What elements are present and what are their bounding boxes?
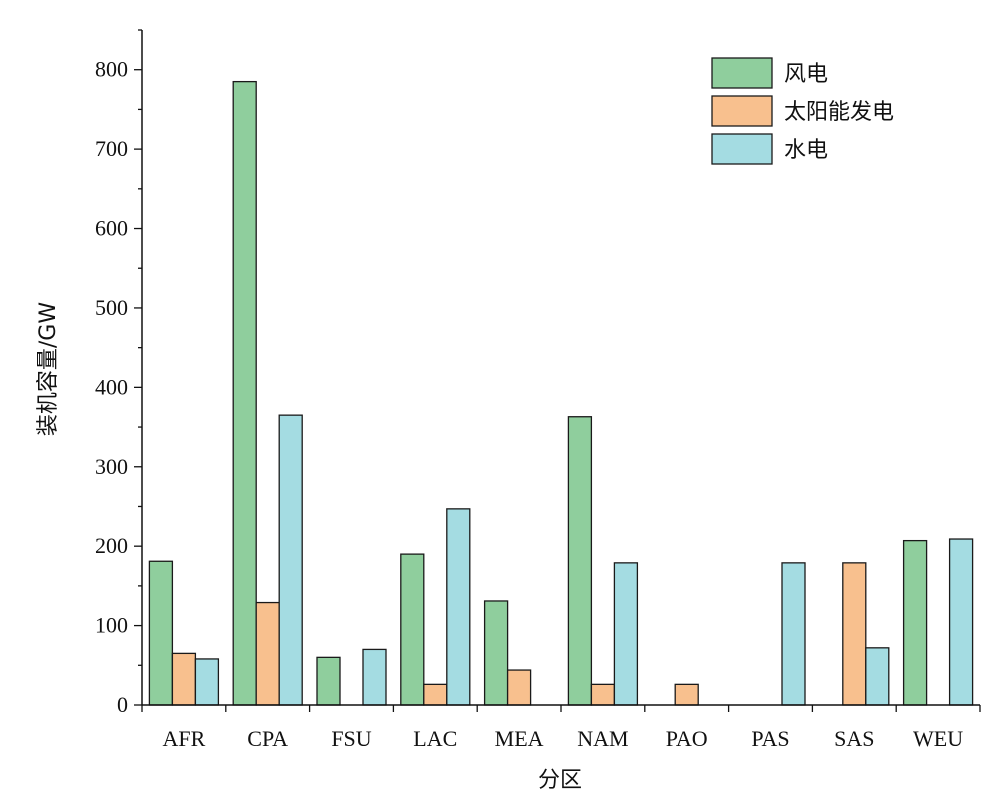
- bar-afr-series-1: [148, 560, 174, 706]
- bar-nam-series-1: [567, 416, 593, 706]
- x-tick-label-afr: AFR: [163, 726, 206, 751]
- bar-sas-series-2: [842, 562, 867, 706]
- y-tick-label: 100: [95, 613, 128, 638]
- y-tick-label: 400: [95, 374, 128, 399]
- x-tick-label-nam: NAM: [577, 726, 628, 751]
- bar-mea-series-2: [506, 669, 532, 706]
- y-tick-label: 800: [95, 57, 128, 82]
- bar-nam-series-3: [613, 562, 639, 706]
- bar-afr-series-3: [194, 658, 220, 706]
- x-tick-label-weu: WEU: [913, 726, 963, 751]
- bar-cpa-series-3: [278, 414, 303, 706]
- y-tick-label: 300: [95, 454, 128, 479]
- bar-nam-series-2: [590, 683, 616, 706]
- bar-cpa-series-2: [255, 601, 280, 706]
- y-tick-label: 200: [95, 533, 128, 558]
- legend-swatch-2: [711, 95, 773, 127]
- bar-weu-series-1: [902, 539, 928, 706]
- bar-fsu-series-1: [316, 656, 341, 706]
- x-tick-label-sas: SAS: [834, 726, 874, 751]
- y-tick-labels: 0 100 200 300 400 500 600 700 800: [95, 57, 128, 717]
- bar-lac-series-2: [423, 683, 448, 706]
- bar-lac-series-3: [446, 508, 471, 706]
- legend-swatch-1: [711, 57, 773, 89]
- bar-pas-series-3: [781, 562, 806, 706]
- legend-label-2: 太阳能发电: [784, 100, 894, 125]
- y-tick-label: 0: [117, 692, 128, 717]
- bar-weu-series-3: [948, 538, 974, 706]
- x-axis-title: 分区: [538, 768, 582, 793]
- bars-group: [148, 80, 974, 706]
- x-tick-label-fsu: FSU: [331, 726, 371, 751]
- x-tick-label-pas: PAS: [751, 726, 789, 751]
- y-axis-title: 装机容量/GW: [36, 302, 61, 436]
- bar-afr-series-2: [171, 652, 197, 706]
- bar-pao-series-2: [674, 683, 699, 706]
- legend-label-3: 水电: [784, 138, 828, 163]
- bar-lac-series-1: [400, 553, 425, 706]
- x-tick-label-pao: PAO: [666, 726, 708, 751]
- legend-swatch-3: [711, 133, 773, 165]
- legend-label-1: 风电: [784, 62, 828, 87]
- x-tick-label-mea: MEA: [495, 726, 544, 751]
- axes-group: [134, 29, 981, 712]
- bar-cpa-series-1: [232, 80, 257, 706]
- x-tick-labels: AFR CPA FSU LAC MEA NAM PAO PAS SAS WEU: [163, 726, 964, 751]
- bar-mea-series-1: [483, 600, 509, 706]
- y-tick-label: 700: [95, 136, 128, 161]
- bar-fsu-series-3: [362, 648, 387, 706]
- y-tick-label: 600: [95, 216, 128, 241]
- y-tick-label: 500: [95, 295, 128, 320]
- x-tick-label-lac: LAC: [413, 726, 457, 751]
- x-tick-label-cpa: CPA: [247, 726, 288, 751]
- bar-sas-series-3: [865, 647, 890, 706]
